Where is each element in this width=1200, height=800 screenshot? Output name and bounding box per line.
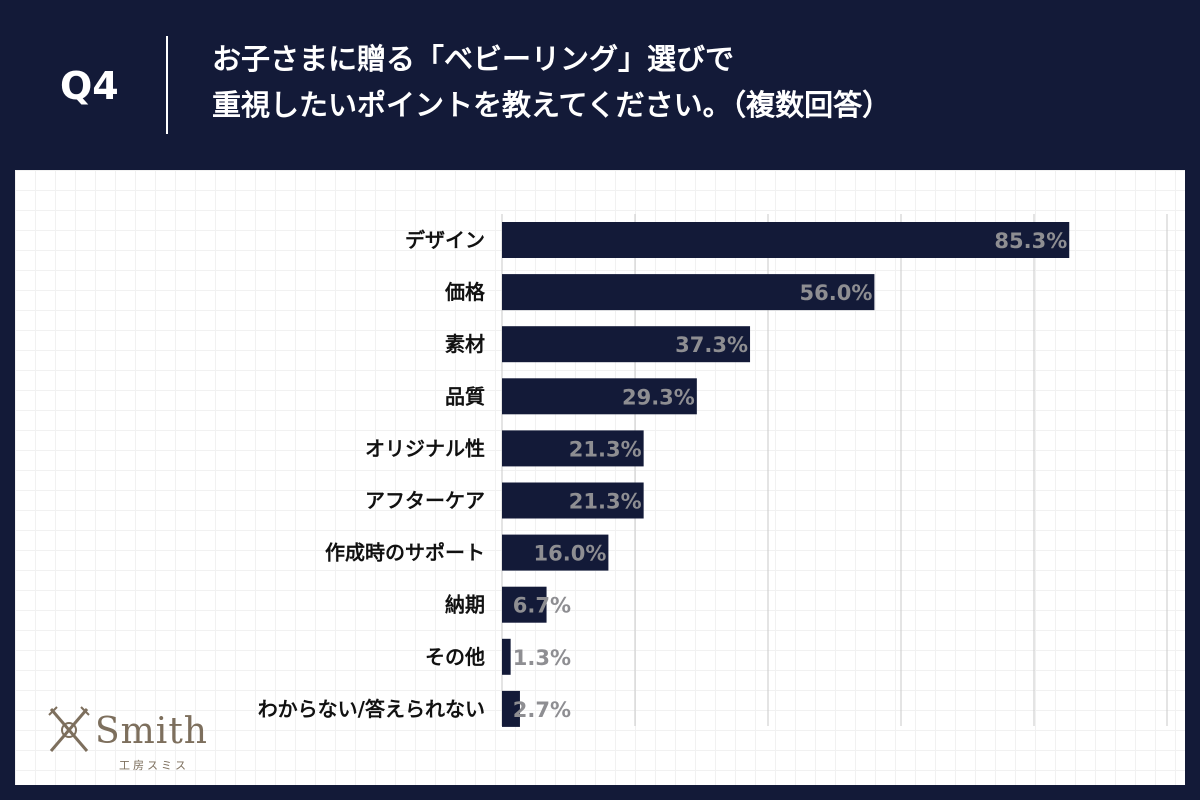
header-divider <box>166 36 168 134</box>
value-label: 56.0% <box>800 281 873 305</box>
brand-logo: Smith 工房スミス <box>47 705 247 775</box>
category-label: 納期 <box>445 593 485 617</box>
chart-panel: デザイン 85.3% 価格 56.0% 素材 37.3% 品質 29.3% オリジナル性 21.3… <box>15 170 1185 785</box>
value-label: 37.3% <box>675 333 748 357</box>
category-label: わからない/答えられない <box>258 697 485 721</box>
category-label: 素材 <box>445 332 485 356</box>
value-label: 16.0% <box>534 542 607 566</box>
question-title: お子さまに贈る「ベビーリング」選びで 重視したいポイントを教えてください。（複数… <box>212 36 1172 128</box>
value-label: 1.3% <box>513 646 571 670</box>
question-number: Q4 <box>60 64 119 108</box>
header: Q4 お子さまに贈る「ベビーリング」選びで 重視したいポイントを教えてください。… <box>0 0 1200 168</box>
question-title-line-1: お子さまに贈る「ベビーリング」選びで <box>212 42 735 76</box>
bar <box>502 638 511 675</box>
category-label: デザイン <box>405 228 485 252</box>
category-label: 品質 <box>445 384 485 408</box>
category-label: 価格 <box>444 280 486 304</box>
category-label: アフターケア <box>365 489 485 513</box>
bar <box>502 482 644 519</box>
bar <box>502 378 697 415</box>
value-label: 6.7% <box>513 594 571 618</box>
bar <box>502 274 875 311</box>
logo-subtitle: 工房スミス <box>119 759 189 772</box>
category-label: 作成時のサポート <box>325 541 485 565</box>
bar <box>502 326 751 363</box>
category-label: その他 <box>425 645 485 669</box>
bar <box>502 222 1070 258</box>
crossed-swords-ring-icon <box>48 706 90 752</box>
bar <box>502 534 609 571</box>
value-label: 21.3% <box>569 437 642 461</box>
bar-chart: デザイン 85.3% 価格 56.0% 素材 37.3% 品質 29.3% オリジナル性 21.3… <box>258 214 1168 727</box>
bar <box>502 586 547 623</box>
value-label: 2.7% <box>513 698 571 722</box>
question-title-line-2: 重視したいポイントを教えてください。（複数回答） <box>212 88 892 122</box>
logo-wordmark: Smith <box>95 711 208 752</box>
bar <box>502 690 520 727</box>
value-label: 29.3% <box>622 385 695 409</box>
bar <box>502 430 644 467</box>
value-label: 21.3% <box>569 490 642 514</box>
value-label: 85.3% <box>994 229 1067 253</box>
category-label: オリジナル性 <box>365 436 485 460</box>
